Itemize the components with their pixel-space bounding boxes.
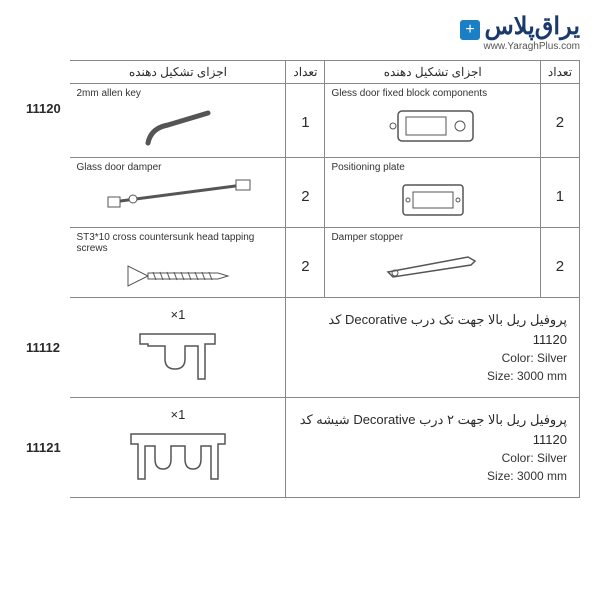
profile-code: 11121 [20,398,70,498]
rail-profile-single-icon [130,324,225,389]
profile-qty: ×1 [76,307,279,322]
component-cell: Gless door fixed block components [325,84,541,158]
col-header-component-l: اجزای تشکیل دهنده [70,61,286,84]
component-label: Positioning plate [331,162,534,175]
damper-stopper-icon [373,247,493,282]
damper-icon [98,177,258,212]
screw-icon [118,258,238,293]
profile-code: 11112 [20,298,70,398]
col-header-component-r: اجزای تشکیل دهنده [325,61,541,84]
profile-title: پروفیل ریل بالا جهت ۲ درب Decorative شیش… [292,410,567,449]
qty-cell: 2 [286,158,325,228]
profile-size: Size: 3000 mm [292,367,567,385]
qty-cell: 1 [540,158,579,228]
profile-desc: پروفیل ریل بالا جهت تک درب Decorative کد… [286,298,580,398]
profile-size: Size: 3000 mm [292,467,567,485]
profile-qty: ×1 [76,407,279,422]
fixed-block-icon [378,103,488,148]
component-label: Damper stopper [331,232,534,245]
positioning-plate-icon [388,177,478,222]
profile-img-cell: ×1 [70,298,286,398]
components-table: 11120 اجزای تشکیل دهنده تعداد اجزای تشکی… [20,60,580,498]
col-header-qty-l: تعداد [286,61,325,84]
component-label: Glass door damper [76,162,279,175]
profile-desc: پروفیل ریل بالا جهت ۲ درب Decorative شیش… [286,398,580,498]
profile-title: پروفیل ریل بالا جهت تک درب Decorative کد… [292,310,567,349]
component-label: Gless door fixed block components [331,88,534,101]
spec-sheet: 11120 اجزای تشکیل دهنده تعداد اجزای تشکی… [20,60,580,580]
qty-cell: 2 [540,228,579,298]
rail-profile-double-icon [123,424,233,489]
plus-icon: + [460,20,480,40]
profile-color: Color: Silver [292,449,567,467]
brand-url: www.YaraghPlus.com [460,41,580,52]
allen-key-icon [133,103,223,153]
product-code: 11120 [20,61,70,298]
qty-cell: 1 [286,84,325,158]
component-cell: 2mm allen key [70,84,286,158]
qty-cell: 2 [286,228,325,298]
brand-name: یراق‌پلاس [484,13,580,40]
profile-img-cell: ×1 [70,398,286,498]
component-cell: Glass door damper [70,158,286,228]
component-label: ST3*10 cross countersunk head tapping sc… [76,232,279,256]
col-header-qty-r: تعداد [540,61,579,84]
brand-logo: + یراق‌پلاس www.YaraghPlus.com [460,12,580,52]
component-label: 2mm allen key [76,88,279,101]
component-cell: ST3*10 cross countersunk head tapping sc… [70,228,286,298]
component-cell: Positioning plate [325,158,541,228]
qty-cell: 2 [540,84,579,158]
profile-color: Color: Silver [292,349,567,367]
component-cell: Damper stopper [325,228,541,298]
